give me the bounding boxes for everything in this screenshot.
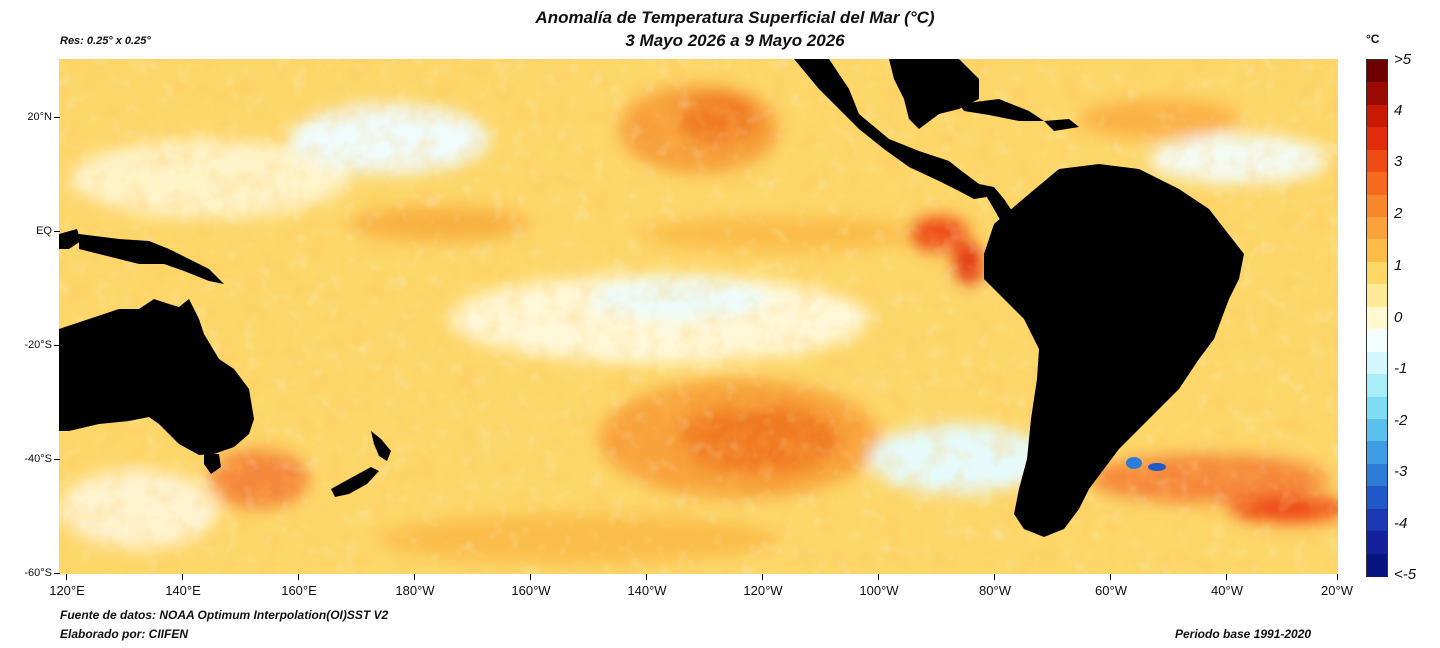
map-title: Anomalía de Temperatura Superficial del … bbox=[535, 8, 935, 27]
lat-label-20n: 20°N bbox=[27, 111, 52, 123]
lon-label-120e: 120°E bbox=[49, 583, 85, 598]
land bbox=[59, 59, 1244, 537]
lon-tick bbox=[530, 574, 531, 580]
lon-label-100w: 100°W bbox=[859, 583, 899, 598]
legend-swatch bbox=[1367, 60, 1387, 83]
legend-swatch bbox=[1367, 486, 1387, 510]
lat-label-60s: -60°S bbox=[24, 567, 52, 579]
lon-label-20w: 20°W bbox=[1321, 583, 1353, 598]
legend-swatch bbox=[1367, 441, 1387, 465]
lon-label-160w: 160°W bbox=[511, 583, 551, 598]
cuba bbox=[959, 99, 1044, 121]
lon-tick bbox=[994, 574, 995, 580]
lon-label-80w: 80°W bbox=[979, 583, 1011, 598]
cold-eddies bbox=[1126, 457, 1166, 471]
legend-label: -2 bbox=[1394, 412, 1408, 429]
lon-label-160e: 160°E bbox=[281, 583, 317, 598]
mexico-east bbox=[889, 59, 979, 129]
legend-label: -3 bbox=[1394, 463, 1408, 480]
lon-tick bbox=[1110, 574, 1111, 580]
legend-swatch bbox=[1367, 127, 1387, 151]
lat-tick bbox=[54, 345, 60, 346]
lon-tick bbox=[414, 574, 415, 580]
legend-swatch bbox=[1367, 194, 1387, 218]
legend-swatch bbox=[1367, 149, 1387, 173]
legend-swatch bbox=[1367, 284, 1387, 308]
lon-tick bbox=[182, 574, 183, 580]
legend-swatch bbox=[1367, 374, 1387, 398]
lon-label-40w: 40°W bbox=[1211, 583, 1243, 598]
data-source: Fuente de datos: NOAA Optimum Interpolat… bbox=[60, 608, 389, 622]
lat-tick bbox=[54, 459, 60, 460]
legend-swatch bbox=[1367, 261, 1387, 285]
new-guinea bbox=[79, 234, 224, 284]
lat-label-eq: EQ bbox=[36, 225, 52, 237]
australia bbox=[59, 299, 254, 455]
legend-swatch bbox=[1367, 82, 1387, 106]
lon-label-140e: 140°E bbox=[165, 583, 201, 598]
legend-swatch bbox=[1367, 239, 1387, 263]
author: Elaborado por: CIIFEN bbox=[60, 627, 189, 641]
lon-tick bbox=[762, 574, 763, 580]
lon-tick bbox=[298, 574, 299, 580]
legend-swatch bbox=[1367, 553, 1387, 577]
lat-label-40s: -40°S bbox=[24, 453, 52, 465]
legend-swatch bbox=[1367, 217, 1387, 241]
legend-label: -1 bbox=[1394, 360, 1408, 377]
new-zealand-south bbox=[331, 467, 379, 497]
lon-tick bbox=[646, 574, 647, 580]
legend-swatch bbox=[1367, 351, 1387, 375]
resolution-label: Res: 0.25° x 0.25° bbox=[60, 35, 151, 47]
lon-tick bbox=[878, 574, 879, 580]
lon-tick bbox=[66, 574, 67, 580]
legend-swatch bbox=[1367, 172, 1387, 196]
legend-label: <-5 bbox=[1394, 566, 1417, 583]
lat-label-20s: -20°S bbox=[24, 339, 52, 351]
legend-label: 0 bbox=[1394, 309, 1403, 326]
legend-swatch bbox=[1367, 508, 1387, 532]
legend-label: 3 bbox=[1394, 153, 1403, 170]
legend-label: -4 bbox=[1394, 515, 1408, 532]
lon-label-120w: 120°W bbox=[743, 583, 783, 598]
lon-label-60w: 60°W bbox=[1095, 583, 1127, 598]
legend-swatch bbox=[1367, 329, 1387, 353]
lon-label-180w: 180°W bbox=[395, 583, 435, 598]
lat-tick bbox=[54, 231, 60, 232]
legend-swatch bbox=[1367, 104, 1387, 128]
south-america bbox=[984, 164, 1244, 537]
legend-swatch bbox=[1367, 306, 1387, 330]
legend-label: 1 bbox=[1394, 257, 1403, 274]
sst-anomaly-map bbox=[59, 59, 1338, 574]
legend-swatch bbox=[1367, 418, 1387, 442]
lat-tick bbox=[54, 117, 60, 118]
legend-unit: °C bbox=[1366, 32, 1380, 46]
new-zealand-north bbox=[371, 431, 391, 461]
hispaniola bbox=[1044, 119, 1079, 131]
lat-tick bbox=[54, 573, 60, 574]
color-legend bbox=[1366, 59, 1388, 577]
legend-label: >5 bbox=[1394, 51, 1412, 68]
legend-swatch bbox=[1367, 396, 1387, 420]
map-canvas bbox=[59, 59, 1338, 574]
legend-label: 2 bbox=[1394, 205, 1403, 222]
base-period: Periodo base 1991-2020 bbox=[1175, 627, 1312, 641]
legend-swatch bbox=[1367, 531, 1387, 555]
legend-label: 4 bbox=[1394, 102, 1403, 119]
mexico bbox=[794, 59, 987, 199]
borneo-fragments bbox=[59, 229, 81, 249]
lon-tick bbox=[1337, 574, 1338, 580]
lon-label-140w: 140°W bbox=[627, 583, 667, 598]
tasmania bbox=[204, 454, 221, 474]
legend-swatch bbox=[1367, 463, 1387, 487]
lon-tick bbox=[1226, 574, 1227, 580]
map-date-range: 3 Mayo 2026 a 9 Mayo 2026 bbox=[625, 31, 845, 50]
